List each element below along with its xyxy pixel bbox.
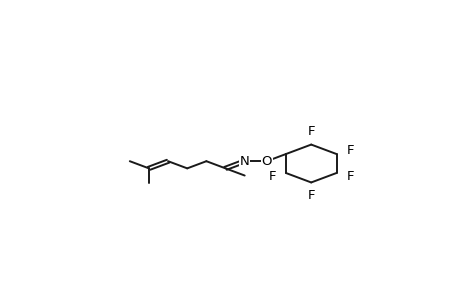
Text: F: F — [346, 170, 353, 183]
Text: F: F — [307, 189, 314, 202]
Text: F: F — [268, 170, 275, 183]
Text: N: N — [239, 155, 249, 168]
Text: F: F — [346, 144, 353, 157]
Text: O: O — [261, 155, 271, 168]
Text: F: F — [307, 125, 314, 138]
